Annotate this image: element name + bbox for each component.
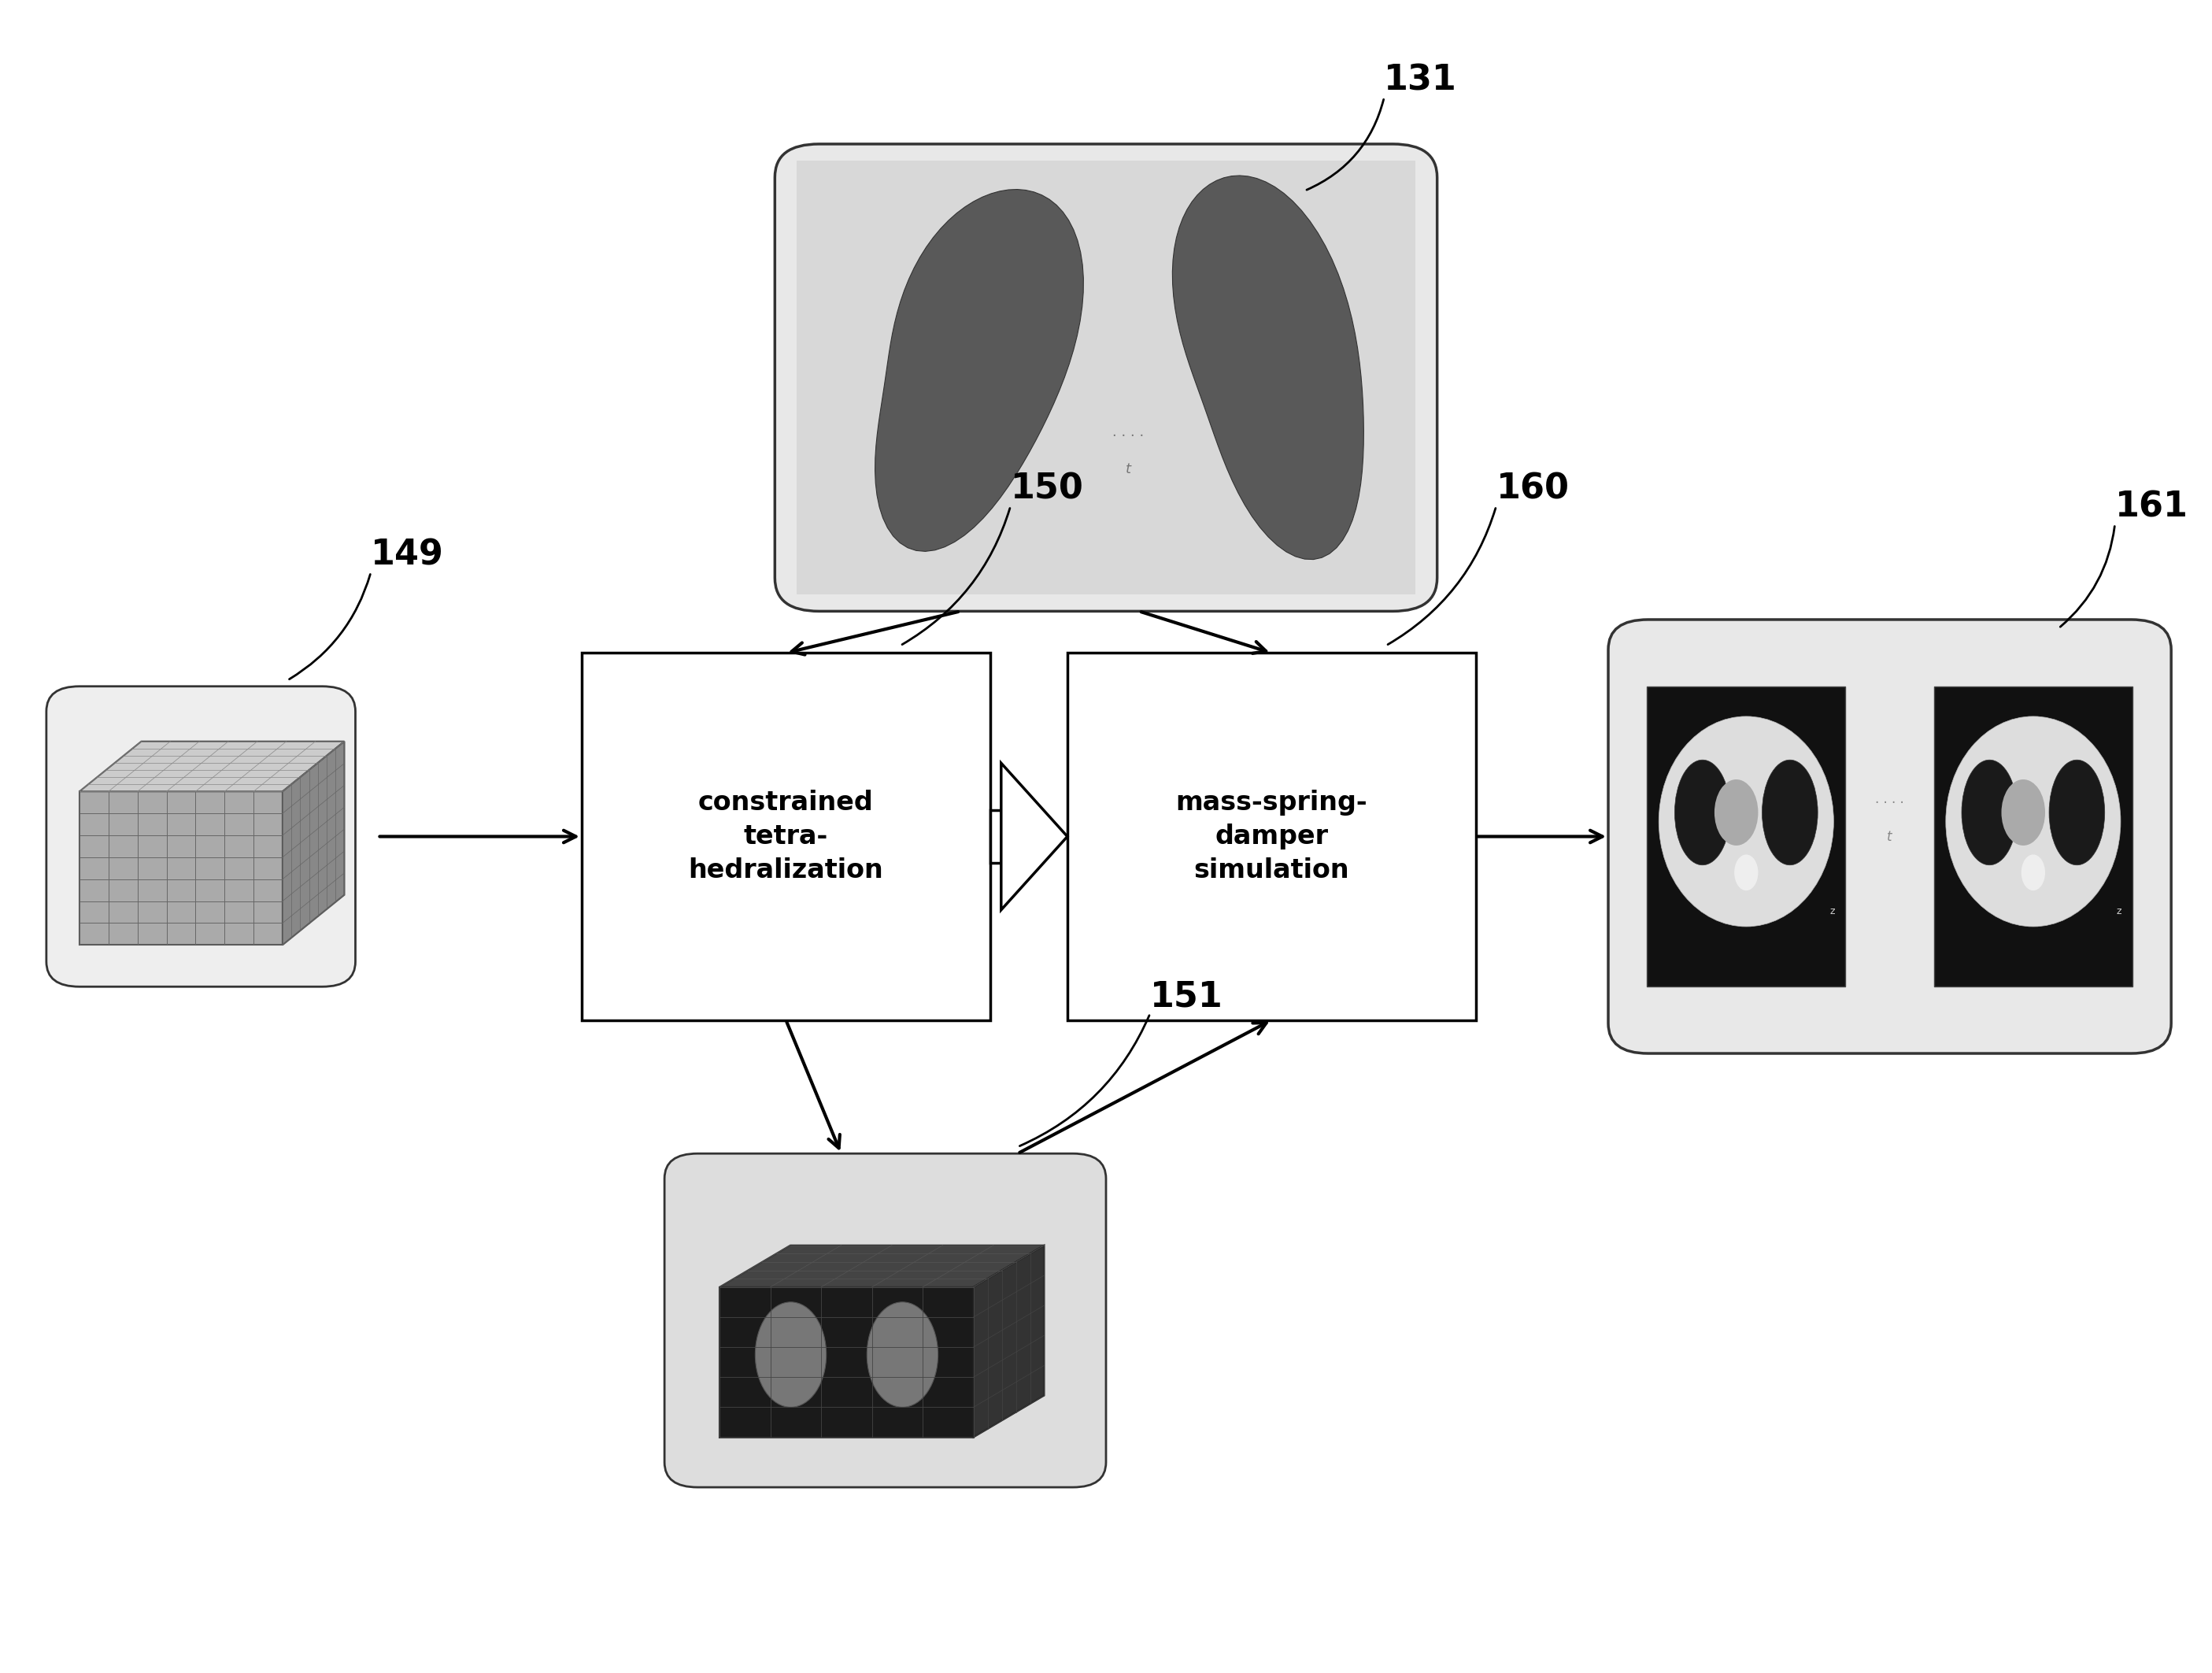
Ellipse shape (2022, 855, 2046, 890)
Polygon shape (973, 1245, 1044, 1437)
Text: mass-spring-
damper
simulation: mass-spring- damper simulation (1177, 790, 1367, 883)
Bar (1648, 686, 1845, 987)
Text: 149: 149 (372, 539, 445, 572)
Bar (582, 652, 991, 1021)
Polygon shape (80, 741, 345, 791)
Bar (991, 810, 1002, 863)
Polygon shape (876, 189, 1084, 552)
Polygon shape (719, 1245, 1044, 1287)
Bar (719, 1287, 973, 1437)
Polygon shape (1002, 763, 1068, 910)
Text: · · · ·: · · · · (1113, 428, 1144, 443)
Ellipse shape (1714, 780, 1759, 845)
Ellipse shape (867, 1302, 938, 1407)
Ellipse shape (2002, 780, 2046, 845)
Text: z: z (1829, 907, 1834, 917)
Ellipse shape (1962, 760, 2017, 865)
Bar (1068, 652, 1475, 1021)
FancyBboxPatch shape (46, 686, 356, 987)
Bar (796, 161, 1416, 594)
Ellipse shape (754, 1302, 827, 1407)
FancyBboxPatch shape (1608, 619, 2172, 1054)
Text: t: t (1126, 462, 1130, 477)
Ellipse shape (1763, 760, 1818, 865)
Ellipse shape (1674, 760, 1730, 865)
Text: 151: 151 (1150, 979, 1223, 1014)
Polygon shape (1172, 176, 1365, 559)
Text: 150: 150 (1011, 472, 1084, 507)
Polygon shape (283, 741, 345, 945)
Ellipse shape (2048, 760, 2106, 865)
Bar (1933, 686, 2132, 987)
Text: z: z (2117, 907, 2121, 917)
Text: · · · ·: · · · · (1876, 796, 1905, 810)
Text: 131: 131 (1385, 64, 1458, 97)
FancyBboxPatch shape (664, 1154, 1106, 1487)
Ellipse shape (1734, 855, 1759, 890)
Text: 161: 161 (2115, 490, 2188, 524)
Text: t: t (1887, 830, 1891, 843)
Bar (80, 791, 283, 945)
Text: 160: 160 (1495, 472, 1568, 507)
Text: constrained
tetra-
hedralization: constrained tetra- hedralization (688, 790, 883, 883)
Ellipse shape (1659, 716, 1834, 927)
FancyBboxPatch shape (774, 144, 1438, 611)
Ellipse shape (1947, 716, 2121, 927)
